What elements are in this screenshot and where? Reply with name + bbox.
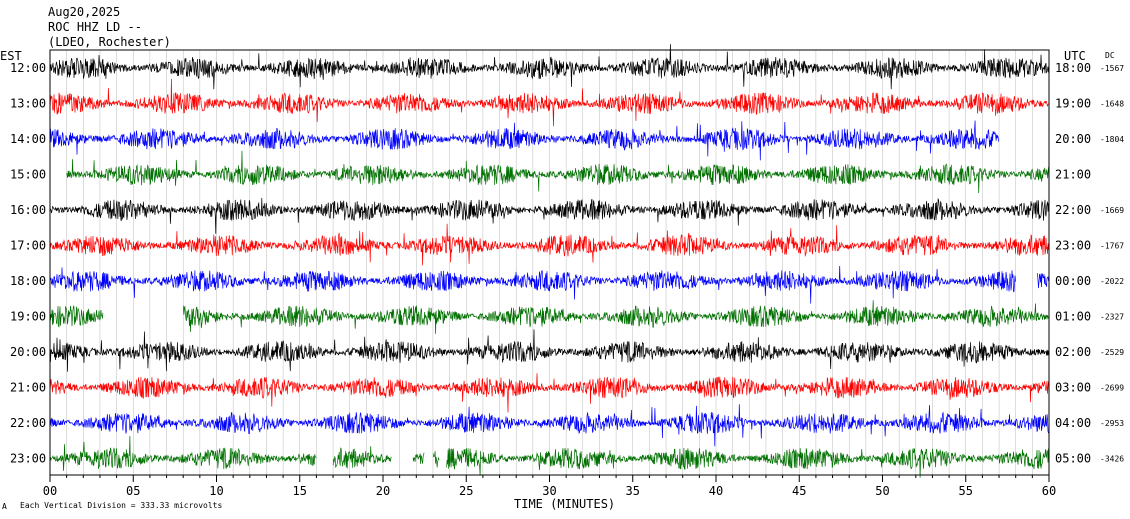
utc-hour-label: 18:00 <box>1055 61 1091 75</box>
seismic-trace <box>49 404 1049 447</box>
dc-offset-label: -2022 <box>1100 277 1124 286</box>
utc-hour-label: 02:00 <box>1055 345 1091 359</box>
est-hour-label: 23:00 <box>10 452 46 466</box>
dc-offset-label: -1567 <box>1100 64 1124 73</box>
x-tick-label: 15 <box>293 484 307 498</box>
dc-offset-label: -2699 <box>1100 384 1124 393</box>
x-tick-label: 20 <box>376 484 390 498</box>
header-network: (LDEO, Rochester) <box>48 35 171 49</box>
x-axis-ticks: 00 05 10 15 20 25 30 35 40 45 50 55 60 <box>43 475 1056 498</box>
seismic-trace <box>49 435 1049 478</box>
x-axis-label: TIME (MINUTES) <box>514 497 615 511</box>
utc-hour-label: 01:00 <box>1055 310 1091 324</box>
seismic-trace <box>49 223 1049 266</box>
scale-footer: Each Vertical Division = 333.33 microvol… <box>20 501 222 510</box>
minute-grid <box>66 50 1033 475</box>
trace-row <box>49 435 1049 478</box>
est-hour-label: 13:00 <box>10 97 46 111</box>
est-hour-label: 12:00 <box>10 61 46 75</box>
x-tick-label: 25 <box>459 484 473 498</box>
seismic-trace <box>49 329 1049 372</box>
est-hour-label: 14:00 <box>10 132 46 146</box>
est-hour-label: 18:00 <box>10 274 46 288</box>
dc-offset-label: -1648 <box>1100 100 1124 109</box>
seismic-trace <box>66 150 1050 194</box>
trace-row <box>66 150 1050 194</box>
x-tick-label: 00 <box>43 484 57 498</box>
seismic-trace <box>49 197 1049 234</box>
x-tick-label: 40 <box>709 484 723 498</box>
utc-hour-label: 00:00 <box>1055 274 1091 288</box>
dc-offset-label: -3426 <box>1100 455 1124 464</box>
dc-offset-label: -2529 <box>1100 348 1124 357</box>
utc-hour-label: 21:00 <box>1055 168 1091 182</box>
est-hour-label: 20:00 <box>10 345 46 359</box>
trace-row <box>49 404 1049 447</box>
header-date: Aug20,2025 <box>48 5 120 19</box>
seismic-trace <box>49 44 1049 90</box>
trace-layer <box>49 44 1050 478</box>
est-hour-label: 19:00 <box>10 310 46 324</box>
seismic-trace <box>49 373 1049 413</box>
utc-hour-label: 03:00 <box>1055 381 1091 395</box>
x-tick-label: 05 <box>126 484 140 498</box>
dc-offset-label: -2327 <box>1100 313 1124 322</box>
right-timezone-label: UTC <box>1064 49 1086 63</box>
seismic-trace <box>49 120 999 161</box>
seismic-trace <box>49 78 1049 127</box>
trace-row <box>49 300 1049 334</box>
utc-hour-label: 23:00 <box>1055 239 1091 253</box>
x-tick-label: 35 <box>626 484 640 498</box>
x-tick-label: 60 <box>1042 484 1056 498</box>
left-timezone-label: EST <box>0 49 22 63</box>
utc-hour-label: 22:00 <box>1055 203 1091 217</box>
est-hour-label: 22:00 <box>10 416 46 430</box>
x-tick-label: 50 <box>875 484 889 498</box>
x-tick-label: 55 <box>959 484 973 498</box>
seismic-trace <box>49 300 1049 334</box>
dc-offset-label: -2953 <box>1100 419 1124 428</box>
dc-offset-label: -1669 <box>1100 206 1124 215</box>
trace-row <box>49 197 1049 234</box>
est-hour-label: 16:00 <box>10 203 46 217</box>
x-tick-label: 45 <box>792 484 806 498</box>
trace-row <box>49 223 1049 266</box>
header-station: ROC HHZ LD -- <box>48 20 142 34</box>
trace-row <box>49 44 1049 90</box>
est-hour-label: 15:00 <box>10 168 46 182</box>
x-tick-label: 10 <box>209 484 223 498</box>
utc-hour-label: 20:00 <box>1055 132 1091 146</box>
trace-row <box>49 373 1049 413</box>
utc-hour-label: 04:00 <box>1055 416 1091 430</box>
x-tick-label: 30 <box>542 484 556 498</box>
est-hour-label: 17:00 <box>10 239 46 253</box>
dc-header-label: DC <box>1105 51 1115 60</box>
seismic-trace <box>49 265 1049 304</box>
corner-mark: A <box>2 502 7 511</box>
est-hour-label: 21:00 <box>10 381 46 395</box>
trace-row <box>49 265 1049 304</box>
dc-offset-label: -1804 <box>1100 135 1124 144</box>
trace-row <box>49 329 1049 372</box>
utc-hour-label: 19:00 <box>1055 97 1091 111</box>
trace-row <box>49 120 999 161</box>
trace-row <box>49 78 1049 127</box>
utc-hour-label: 05:00 <box>1055 452 1091 466</box>
row-labels: 12:00 18:00 -1567 13:00 19:00 -1648 14:00 20:00… <box>10 61 1124 466</box>
dc-offset-label: -1767 <box>1100 242 1124 251</box>
